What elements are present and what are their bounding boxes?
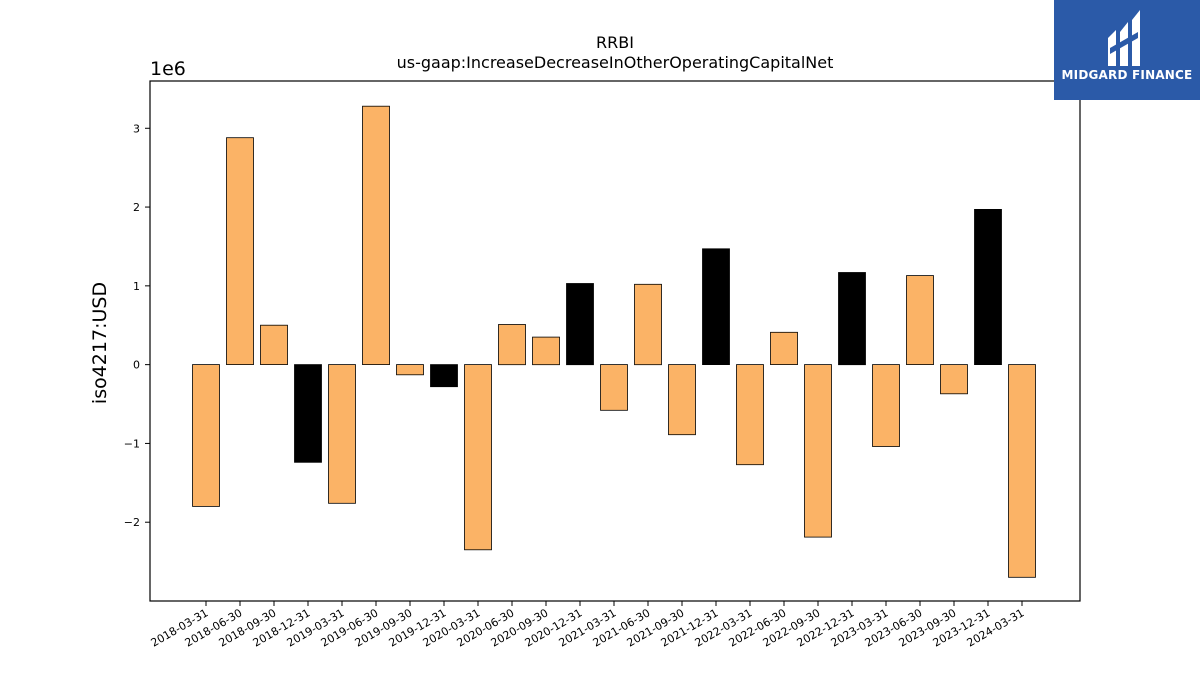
bar-2019-12-31	[430, 364, 458, 388]
x-axis-ticks: 2018-03-312018-06-302018-09-302018-12-31…	[149, 601, 1027, 650]
chart-subtitle: us-gaap:IncreaseDecreaseInOtherOperating…	[397, 53, 834, 72]
y-tick-label: 0	[133, 359, 140, 372]
logo-text: MIDGARD FINANCE	[1061, 68, 1193, 82]
y-tick-label: 2	[133, 201, 140, 214]
bar-2023-12-31	[974, 208, 1002, 365]
bar-2019-06-30	[362, 105, 390, 365]
bar-2020-09-30	[532, 336, 560, 366]
y-tick-label: −1	[124, 437, 140, 450]
bar-2020-03-31	[464, 364, 492, 551]
bar-2018-06-30	[226, 137, 254, 365]
bar-2018-12-31	[294, 364, 322, 463]
bar-2019-09-30	[396, 364, 424, 376]
bar-2020-06-30	[498, 324, 526, 366]
bar-2023-06-30	[906, 275, 934, 366]
y-axis-ticks: −2 −1 0 1 2 3	[124, 122, 150, 529]
bar-2018-03-31	[192, 364, 220, 507]
bar-2020-12-31	[566, 283, 594, 366]
y-tick-label: −2	[124, 516, 140, 529]
bar-2021-03-31	[600, 364, 628, 411]
bar-2021-06-30	[634, 283, 662, 366]
bar-2018-09-30	[260, 324, 288, 366]
plot-frame	[149, 80, 1081, 602]
y-axis-label: iso4217:USD	[89, 282, 111, 404]
bars-group	[192, 105, 1036, 578]
chart-title: RRBI	[596, 33, 634, 52]
bar-2021-12-31	[702, 248, 730, 366]
bar-2019-03-31	[328, 364, 356, 504]
bar-2022-06-30	[770, 331, 798, 365]
bar-2022-03-31	[736, 364, 764, 466]
bar-2023-09-30	[940, 364, 968, 395]
y-multiplier-label: 1e6	[150, 58, 186, 80]
logo-mark-icon	[1108, 10, 1140, 66]
bar-2023-03-31	[872, 364, 900, 447]
bar-2021-09-30	[668, 364, 696, 436]
brand-logo: MIDGARD FINANCE	[1054, 0, 1200, 100]
y-tick-label: 3	[133, 122, 140, 135]
bar-2024-03-31	[1008, 364, 1036, 578]
bar-2022-12-31	[838, 272, 866, 366]
bar-2022-09-30	[804, 364, 832, 538]
y-tick-label: 1	[133, 280, 140, 293]
